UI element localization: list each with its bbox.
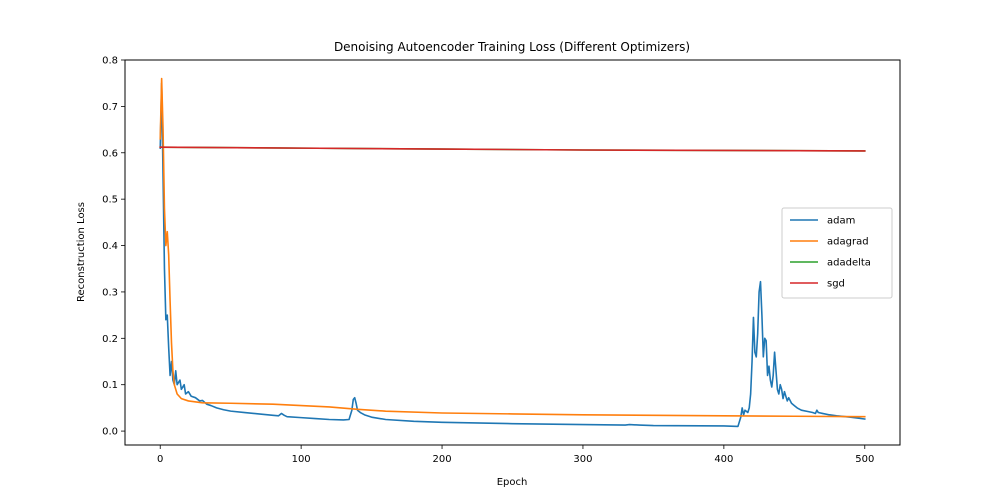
y-axis: 0.0 0.1 0.2 0.3 0.4 0.5 0.6 0.7 0.8: [102, 56, 125, 438]
y-tick-label: 0.5: [102, 195, 118, 206]
series-line-adagrad: [159, 77, 866, 418]
x-tick-label: 500: [855, 454, 874, 465]
plot-area: [124, 59, 901, 446]
y-tick-label: 0.2: [102, 334, 118, 345]
plot-frame: [124, 59, 901, 446]
chart-title: Denoising Autoencoder Training Loss (Dif…: [334, 40, 690, 54]
series-line-sgd: [159, 146, 866, 152]
y-axis-label: Reconstruction Loss: [76, 202, 87, 302]
y-tick-label: 0.0: [102, 427, 118, 438]
legend-label-adadelta: adadelta: [827, 258, 871, 269]
x-tick-label: 200: [432, 454, 451, 465]
series-line-adam: [159, 82, 866, 428]
x-tick-label: 0: [157, 454, 163, 465]
legend-box: [781, 207, 893, 299]
y-tick-label: 0.7: [102, 102, 118, 113]
legend-label-adam: adam: [827, 216, 855, 227]
x-axis-label: Epoch: [497, 477, 528, 488]
x-tick-label: 300: [573, 454, 592, 465]
series-layer: [159, 77, 866, 428]
x-tick-label: 100: [292, 454, 311, 465]
y-tick-label: 0.6: [102, 148, 118, 159]
y-tick-label: 0.3: [102, 287, 118, 298]
x-axis: 0 100 200 300 400 500: [157, 445, 874, 465]
legend-label-adagrad: adagrad: [827, 237, 869, 248]
legend: adam adagrad adadelta sgd: [781, 207, 893, 299]
x-tick-label: 400: [714, 454, 733, 465]
y-tick-label: 0.4: [102, 241, 118, 252]
y-tick-label: 0.1: [102, 380, 118, 391]
legend-label-sgd: sgd: [827, 279, 845, 290]
y-tick-label: 0.8: [102, 56, 118, 67]
